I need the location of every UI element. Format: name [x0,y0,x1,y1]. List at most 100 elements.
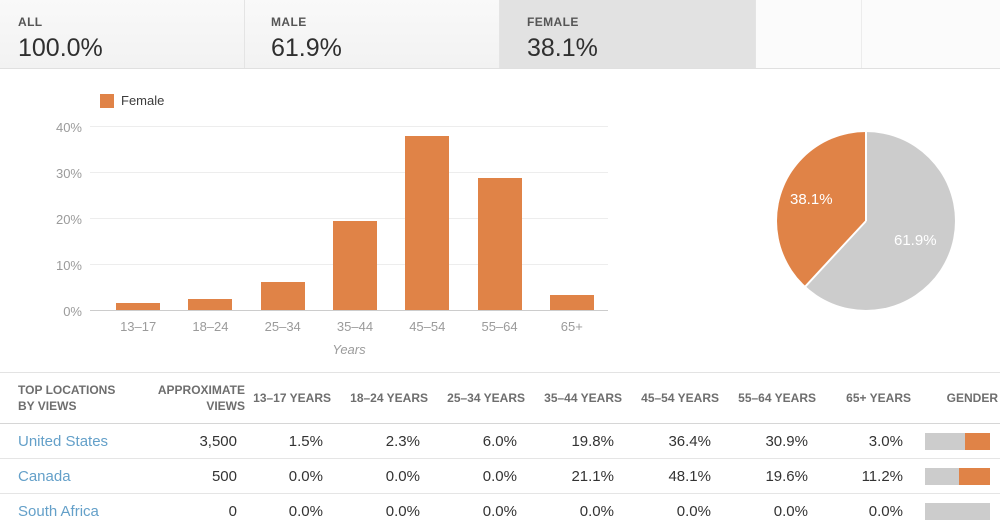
age-pct: 0.0% [247,458,333,495]
gridline [90,310,608,311]
y-tick-label: 40% [55,120,82,135]
gridline [90,126,608,127]
age-pct: 0.0% [385,503,420,521]
x-tick-label: 55–64 [481,319,518,334]
bar-cell [536,127,608,310]
bar-18–24 [188,299,233,310]
x-tick-label: 45–54 [409,319,446,334]
location-link-south-africa[interactable]: South Africa [18,503,99,521]
gridline [90,218,608,219]
tab-female[interactable]: FEMALE 38.1% [500,0,756,68]
gender-split-female-fill [964,432,990,450]
y-tick-label: 30% [55,166,82,181]
female-legend-swatch-icon [100,93,114,108]
header-45-54: 45–54 YEARS [624,371,721,425]
header-top-locations: TOP LOCATIONS BY VIEWS [0,371,130,425]
tab-male-label: MALE [271,15,307,29]
tab-spacer [862,0,1000,68]
gender-split-bar [925,467,990,485]
bar-cell [174,127,246,310]
age-pct: 0.0% [333,458,430,495]
header-55-64: 55–64 YEARS [721,371,818,425]
table-header-row: TOP LOCATIONS BY VIEWS APPROXIMATE VIEWS… [0,371,1000,425]
table-row: United States 3,500 1.5% 2.3% 6.0% 19.8%… [0,423,1000,460]
views-value: 500 [130,458,247,495]
bar-cell [463,127,535,310]
header-13-17: 13–17 YEARS [247,371,333,425]
header-35-44: 35–44 YEARS [527,371,624,425]
age-pct: 0.0% [773,503,808,521]
age-pct: 6.0% [430,423,527,460]
bar-13–17 [116,303,161,310]
age-pct: 19.6% [721,458,818,495]
tab-female-value: 38.1% [527,34,598,62]
tab-male[interactable]: MALE 61.9% [245,0,500,68]
x-tick-label: 18–24 [192,319,229,334]
female-legend-label: Female [121,93,165,108]
age-pct: 19.8% [527,423,624,460]
header-25-34: 25–34 YEARS [430,371,527,425]
header-approximate-views: APPROXIMATE VIEWS [130,371,247,425]
age-pct: 36.4% [624,423,721,460]
y-tick-label: 0% [63,304,82,319]
age-pct: 1.5% [247,423,333,460]
y-tick-label: 20% [55,212,82,227]
x-axis-tick-labels: 13–17 18–24 25–34 35–44 45–54 55–64 65+ [102,319,608,334]
tab-spacer [756,0,862,68]
age-pct: 0.0% [482,503,517,521]
gridline [90,172,608,173]
bar-25–34 [260,281,305,310]
age-pct: 2.3% [333,423,430,460]
x-tick-label: 35–44 [336,319,374,334]
gender-split-female-fill [959,467,990,485]
header-18-24: 18–24 YEARS [333,371,430,425]
age-pct: 21.1% [527,458,624,495]
bars-row [102,127,608,310]
bar-35–44 [332,221,377,310]
age-pct: 0.0% [579,503,614,521]
top-locations-table: TOP LOCATIONS BY VIEWS APPROXIMATE VIEWS… [0,371,1000,529]
tab-all[interactable]: ALL 100.0% [0,0,245,68]
pie-label-male: 61.9% [894,232,937,249]
y-tick-label: 10% [55,258,82,273]
header-gender: GENDER [913,371,1000,425]
x-tick-label: 13–17 [120,319,157,334]
tab-female-label: FEMALE [527,15,579,29]
views-value: 0 [228,503,237,521]
demographics-charts: Female 0% 10% 20% 30% 40% 13–17 18–24 25–34 35–… [0,69,1000,372]
bar-55–64 [477,178,522,310]
age-pct: 48.1% [624,458,721,495]
gender-split-bar [925,432,990,450]
age-pct: 0.0% [868,503,903,521]
location-link-united-states[interactable]: United States [18,432,109,450]
tab-all-value: 100.0% [18,34,103,62]
tab-male-value: 61.9% [271,34,342,62]
age-pct: 30.9% [721,423,818,460]
views-value: 3,500 [130,423,247,460]
tab-all-label: ALL [18,15,43,29]
age-pct: 11.2% [818,458,913,495]
pie-slice-divider [865,132,867,221]
bar-cell [247,127,319,310]
gender-tabs: ALL 100.0% MALE 61.9% FEMALE 38.1% [0,0,1000,69]
x-tick-label: 65+ [560,319,583,334]
table-row: Canada 500 0.0% 0.0% 0.0% 21.1% 48.1% 19… [0,458,1000,495]
age-pct: 0.0% [288,503,323,521]
table-row: South Africa 0 0.0% 0.0% 0.0% 0.0% 0.0% … [0,494,1000,529]
x-axis-title: Years [332,342,366,357]
x-tick-label: 25–34 [264,319,301,334]
location-link-canada[interactable]: Canada [18,467,71,485]
age-bar-chart-plot: 0% 10% 20% 30% 40% [56,120,608,319]
bar-cell [391,127,463,310]
bar-cell [319,127,391,310]
bar-45–54 [405,136,450,310]
gender-pie-chart: 38.1% 61.9% [777,132,955,310]
chart-legend: Female [100,93,164,108]
header-65-plus: 65+ YEARS [818,371,913,425]
gender-split-bar [925,503,990,521]
age-pct: 0.0% [430,458,527,495]
age-pct: 3.0% [818,423,913,460]
bar-cell [102,127,174,310]
bar-65+ [549,295,594,310]
age-pct: 0.0% [676,503,711,521]
